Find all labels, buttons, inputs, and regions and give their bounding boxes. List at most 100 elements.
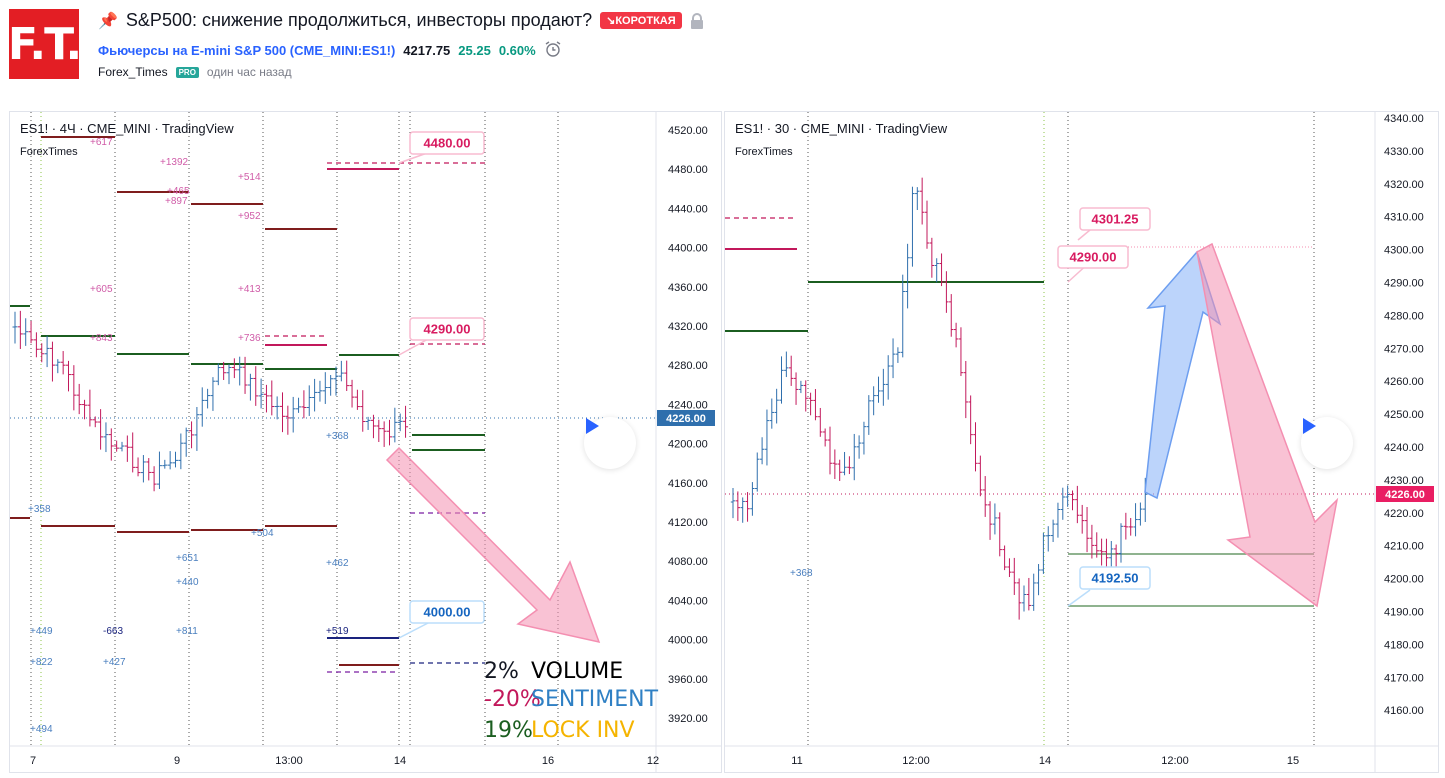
volume-annotation: +427: [103, 657, 126, 668]
lock-icon: [690, 12, 704, 29]
play-icon: [586, 418, 599, 434]
time-axis-label: 9: [174, 755, 180, 767]
volume-annotation: +413: [238, 284, 261, 295]
price-axis-label: 4200.00: [668, 439, 708, 451]
price-axis-label: 4120.00: [668, 517, 708, 529]
right-chart-subtitle: ForexTimes: [735, 146, 793, 158]
price-axis-label: 4280.00: [1384, 310, 1424, 322]
callout-4480-box: [409, 131, 485, 155]
volume-annotation: +897: [165, 196, 188, 207]
time-axis-label: 16: [542, 755, 554, 767]
stat-label: SENTIMENT: [531, 687, 659, 712]
price-axis-label: 4210.00: [1384, 541, 1424, 553]
price-axis-label: 3960.00: [668, 674, 708, 686]
volume-annotation: +811: [176, 626, 198, 637]
price-axis-label: 4080.00: [668, 556, 708, 568]
price-axis-label: 4480.00: [668, 164, 708, 176]
callout-4480: 4480.00: [424, 136, 471, 151]
left-chart-panel[interactable]: 4520.00 4480.00 4440.00 4400.00 4360.00 4320.…: [9, 111, 722, 773]
volume-annotation: +440: [176, 577, 199, 588]
volume-annotation: +736: [238, 333, 261, 344]
price-axis-label: 4180.00: [1384, 639, 1424, 651]
published-time: один час назад: [206, 65, 292, 79]
callout-4000: 4000.00: [424, 605, 471, 620]
price-axis-label: 4040.00: [668, 595, 708, 607]
left-chart-title: ES1! · 4Ч · CME_MINI · TradingView: [20, 121, 234, 136]
price-axis-label: 4290.00: [1384, 278, 1424, 290]
price-axis-label: 3920.00: [668, 713, 708, 725]
callout-4192: 4192.50: [1092, 571, 1139, 586]
volume-annotation: +368: [326, 431, 349, 442]
price-axis-label: 4320.00: [668, 321, 708, 333]
idea-title: S&P500: снижение продолжиться, инвесторы…: [125, 10, 593, 30]
symbol-link[interactable]: Фьючерсы на E-mini S&P 500 (CME_MINI:ES1…: [98, 43, 396, 58]
price-axis-label: 4360.00: [668, 282, 708, 294]
right-chart-panel[interactable]: 4340.00 4330.00 4320.00 4310.00 4300.00 4290.…: [724, 111, 1439, 773]
volume-annotation: +449: [30, 626, 53, 637]
time-axis-label: 11: [791, 755, 802, 767]
short-badge: ↘КОРОТКАЯ: [600, 12, 682, 29]
bearish-arrow: [1196, 242, 1339, 608]
time-axis-label: 15: [1287, 755, 1299, 767]
right-chart-canvas[interactable]: 4340.00 4330.00 4320.00 4310.00 4300.00 4290.…: [725, 112, 1438, 772]
price-axis-label: 4190.00: [1384, 607, 1424, 619]
author-row: Forex_Times PRO один час назад: [98, 65, 292, 79]
price-axis-label: 4400.00: [668, 243, 708, 255]
price-axis-label: 4170.00: [1384, 672, 1424, 684]
pushpin-icon: 📌: [98, 12, 118, 30]
left-chart-canvas[interactable]: 4520.00 4480.00 4440.00 4400.00 4360.00 4320.…: [10, 112, 721, 772]
time-axis-label: 13:00: [275, 755, 303, 767]
callout-pointer: [398, 621, 431, 639]
price-axis-label: 4240.00: [1384, 442, 1424, 454]
price-axis-label: 4300.00: [1384, 245, 1424, 257]
symbol-change: 25.25: [458, 43, 491, 58]
price-axis-label: 4320.00: [1384, 179, 1424, 191]
stat-percent: -20%: [484, 687, 541, 712]
price-axis-label: 4200.00: [1384, 574, 1424, 586]
volume-annotation: +822: [30, 657, 53, 668]
alarm-clock-icon[interactable]: [544, 40, 562, 61]
callout-4000-box: [409, 600, 485, 624]
play-icon: [1303, 418, 1316, 434]
right-play-button[interactable]: [1301, 417, 1353, 469]
price-axis-label: 4250.00: [1384, 409, 1424, 421]
callout-4192-box: [1079, 566, 1151, 590]
stat-label: LOCK INV: [531, 718, 635, 743]
stat-label: VOLUME: [531, 659, 623, 684]
price-axis-label: 4330.00: [1384, 146, 1424, 158]
time-axis-label: 12:00: [902, 755, 930, 767]
callout-4290-box: [1057, 245, 1129, 269]
left-chart-subtitle: ForexTimes: [20, 146, 78, 158]
volume-annotation: +651: [176, 553, 199, 564]
left-play-button[interactable]: [584, 417, 636, 469]
price-axis-label: 4440.00: [668, 203, 708, 215]
price-axis-label: 4220.00: [1384, 508, 1424, 520]
volume-annotation: +519: [326, 626, 349, 637]
forex-times-logo[interactable]: F.T.: [8, 9, 82, 79]
price-axis-label: 4240.00: [668, 399, 708, 411]
volume-annotation: +1392: [160, 157, 189, 168]
volume-annotation: +514: [238, 172, 261, 183]
time-axis-label: 14: [394, 755, 406, 767]
volume-annotation: -663: [103, 626, 123, 637]
price-axis-label: 4310.00: [1384, 212, 1424, 224]
right-chart-title: ES1! · 30 · CME_MINI · TradingView: [735, 121, 948, 136]
callout-4290: 4290.00: [1070, 250, 1117, 265]
price-axis-label: 4000.00: [668, 635, 708, 647]
symbol-price: 4217.75: [403, 43, 451, 58]
idea-title-row: 📌 S&P500: снижение продолжиться, инвесто…: [98, 10, 704, 31]
callout-pointer: [398, 337, 431, 356]
volume-annotation: +462: [326, 558, 349, 569]
stat-percent: 19%: [484, 718, 533, 743]
time-axis-label: 14: [1039, 755, 1051, 767]
symbol-row: Фьючерсы на E-mini S&P 500 (CME_MINI:ES1…: [98, 40, 562, 61]
stat-percent: 2%: [484, 659, 519, 684]
bearish-arrow: [385, 446, 601, 644]
author-name[interactable]: Forex_Times: [98, 65, 168, 79]
price-axis-label: 4160.00: [668, 478, 708, 490]
time-axis-label: 7: [30, 755, 36, 767]
callout-pointer: [1067, 589, 1091, 607]
pro-badge: PRO: [175, 66, 199, 78]
price-axis-label: 4280.00: [668, 360, 708, 372]
price-axis-label: 4230.00: [1384, 475, 1424, 487]
